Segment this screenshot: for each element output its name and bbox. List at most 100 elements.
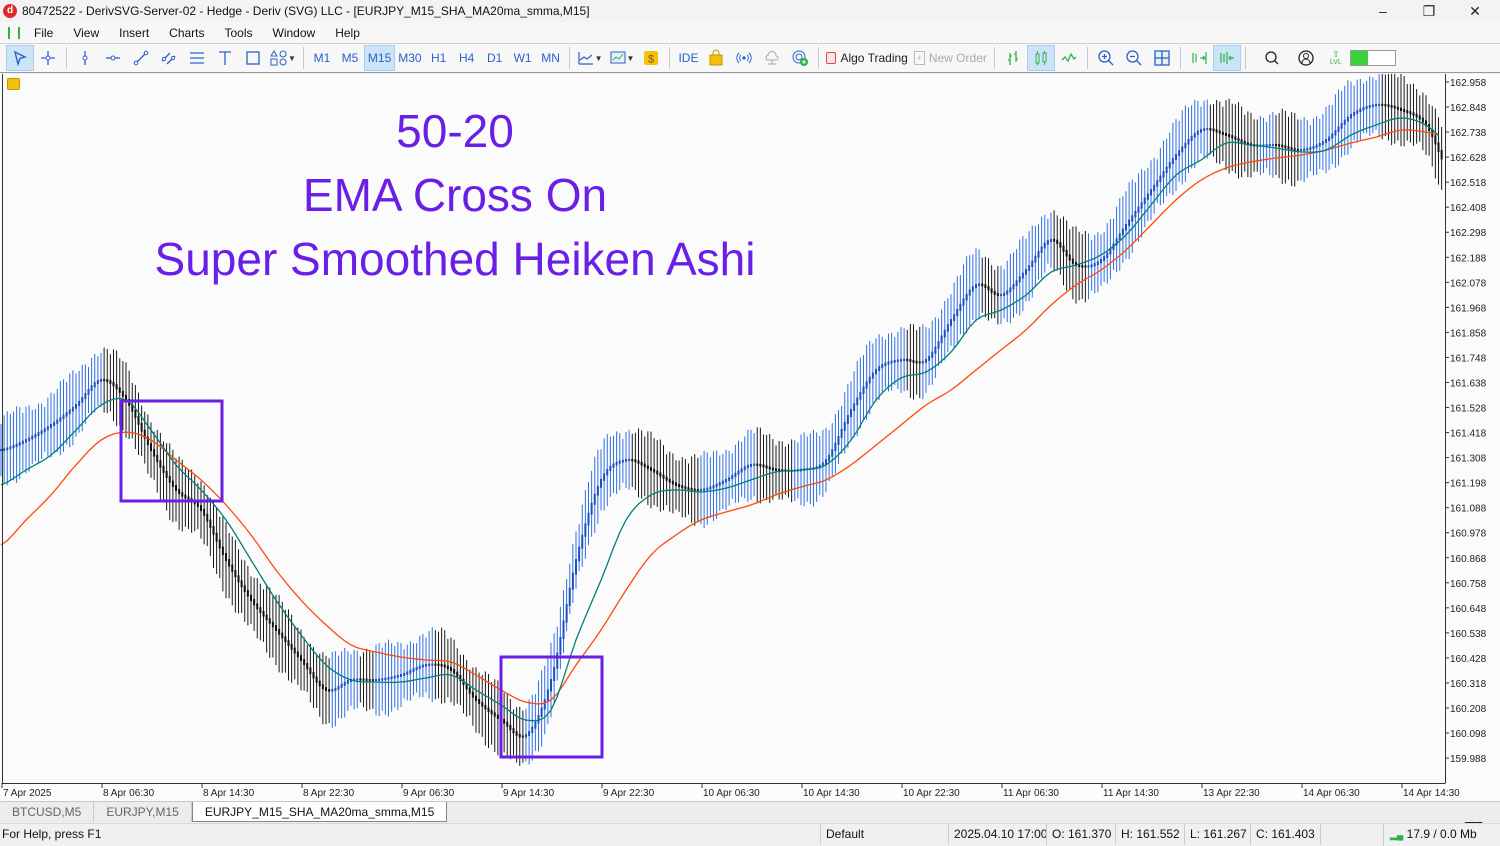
- ha-bar-body: [881, 364, 884, 369]
- ha-bar-body: [321, 684, 324, 690]
- vertical-line-button[interactable]: [71, 45, 99, 71]
- ha-bar-body: [253, 599, 256, 606]
- signals-button[interactable]: [730, 45, 758, 71]
- algo-trading-button[interactable]: Algo Trading: [823, 45, 910, 71]
- trendline-button[interactable]: [127, 45, 155, 71]
- ha-bar-body: [1221, 131, 1224, 135]
- candlestick-button[interactable]: [1026, 45, 1055, 71]
- ha-bar-body: [300, 655, 302, 661]
- new-order-button[interactable]: + New Order: [911, 45, 990, 71]
- menu-window[interactable]: Window: [272, 25, 316, 40]
- search-button[interactable]: [1258, 45, 1286, 71]
- svg-text:$: $: [648, 54, 654, 66]
- expert-smiley-icon[interactable]: [7, 78, 20, 90]
- account-button[interactable]: [1292, 45, 1320, 71]
- tab-btcusd-m5[interactable]: BTCUSD,M5: [0, 802, 95, 822]
- indicators-button[interactable]: ▼: [574, 45, 606, 71]
- ha-bar-body: [12, 445, 15, 449]
- ha-bar-body: [593, 493, 596, 505]
- ha-bar-body: [290, 643, 293, 650]
- highlight-box-bullish-cross: [499, 655, 604, 759]
- price-tick-label: 161.088: [1450, 504, 1487, 515]
- ha-bar-body: [206, 513, 209, 522]
- restore-button[interactable]: ❐: [1422, 3, 1436, 19]
- ha-bar-body: [1115, 238, 1118, 246]
- ha-bar-body: [100, 378, 102, 382]
- close-button[interactable]: ✕: [1469, 3, 1481, 19]
- menu-file[interactable]: File: [34, 25, 54, 40]
- status-low: L: 161.267: [1184, 824, 1247, 845]
- ha-bar-body: [659, 472, 662, 477]
- shapes-button[interactable]: ▼: [267, 45, 299, 71]
- ha-bar-body: [525, 734, 527, 738]
- timeframe-w1[interactable]: W1: [513, 51, 532, 65]
- cursor-button[interactable]: [6, 45, 34, 71]
- ha-bar-body: [725, 478, 727, 483]
- ha-bar-body: [893, 360, 896, 363]
- timeframe-m5[interactable]: M5: [341, 51, 359, 65]
- ha-bar-body: [1137, 206, 1140, 213]
- timeframe-h1[interactable]: H1: [430, 51, 447, 65]
- ha-bar-body: [1146, 193, 1149, 200]
- horizontal-line-button[interactable]: [99, 45, 127, 71]
- ha-bar-body: [306, 662, 309, 670]
- menu-help[interactable]: Help: [335, 25, 360, 40]
- timeframe-h4[interactable]: H4: [458, 51, 475, 65]
- ha-bar-body: [1187, 139, 1190, 145]
- price-tick-label: 160.318: [1450, 679, 1487, 690]
- channel-button[interactable]: [155, 45, 183, 71]
- timeframe-d1[interactable]: D1: [486, 51, 503, 65]
- crosshair-button[interactable]: [34, 45, 62, 71]
- ha-bar-body: [456, 671, 459, 677]
- ha-bar-body: [1312, 145, 1315, 150]
- menu-tools[interactable]: Tools: [224, 25, 253, 40]
- ha-bar-body: [1321, 141, 1324, 145]
- zoom-out-button[interactable]: [1120, 45, 1148, 71]
- menu-insert[interactable]: Insert: [119, 25, 150, 40]
- tile-windows-button[interactable]: [1148, 45, 1176, 71]
- ha-bar-body: [515, 731, 518, 736]
- timeframe-m30[interactable]: M30: [398, 51, 422, 65]
- menu-charts[interactable]: Charts: [169, 25, 205, 40]
- timeframe-mn[interactable]: MN: [541, 51, 560, 65]
- ha-bar-body: [1315, 144, 1318, 148]
- ha-bar-body: [1400, 107, 1402, 111]
- chart-window[interactable]: 162.958 162.848 162.738 162.628 162.518 162.4…: [0, 74, 1500, 829]
- vps-cloud-button[interactable]: [758, 45, 786, 71]
- ha-bar-body: [387, 677, 390, 680]
- vps-button[interactable]: [786, 45, 814, 71]
- templates-button[interactable]: ▼: [606, 45, 638, 71]
- menu-view[interactable]: View: [73, 25, 100, 40]
- text-button[interactable]: [211, 45, 239, 71]
- market-button[interactable]: [702, 45, 730, 71]
- ide-button[interactable]: IDE: [678, 51, 699, 65]
- timeframe-m1[interactable]: M1: [313, 51, 331, 65]
- fibonacci-button[interactable]: [183, 45, 211, 71]
- minimize-button[interactable]: –: [1379, 3, 1387, 19]
- connection-status[interactable]: ▂▄ 17.9 / 0.0 Mb: [1383, 824, 1477, 846]
- ha-bar-body: [753, 463, 756, 466]
- ha-bar-body: [1181, 146, 1184, 153]
- ha-bar-body: [631, 458, 634, 462]
- bar-chart-button[interactable]: [999, 45, 1027, 71]
- status-profile[interactable]: Default: [820, 824, 864, 845]
- autoscroll-button[interactable]: [1185, 45, 1213, 71]
- tab-eurjpy-m15[interactable]: EURJPY,M15: [94, 802, 192, 822]
- zoom-in-button[interactable]: [1092, 45, 1120, 71]
- deposit-button[interactable]: $: [637, 45, 665, 71]
- ha-bar-body: [1225, 132, 1227, 137]
- line-chart-button[interactable]: [1055, 45, 1083, 71]
- rectangle-button[interactable]: [239, 45, 267, 71]
- price-chart[interactable]: 162.958 162.848 162.738 162.628 162.518 162.4…: [0, 74, 1500, 801]
- chart-shift-button[interactable]: [1212, 45, 1241, 71]
- tab-eurjpy-sha[interactable]: EURJPY_M15_SHA_MA20ma_smma,M15: [191, 802, 448, 822]
- ha-bar-body: [53, 421, 56, 427]
- algo-trading-status-icon: [826, 52, 837, 64]
- ha-bar-body: [1353, 111, 1356, 117]
- cursor-icon: [13, 50, 27, 67]
- ha-bar-body: [1368, 105, 1371, 108]
- ha-bar-body: [553, 666, 556, 682]
- signal-level-button[interactable]: ⇧ LVL: [1326, 45, 1346, 71]
- timeframe-m15[interactable]: M15: [363, 45, 396, 71]
- ha-bar-body: [896, 359, 899, 363]
